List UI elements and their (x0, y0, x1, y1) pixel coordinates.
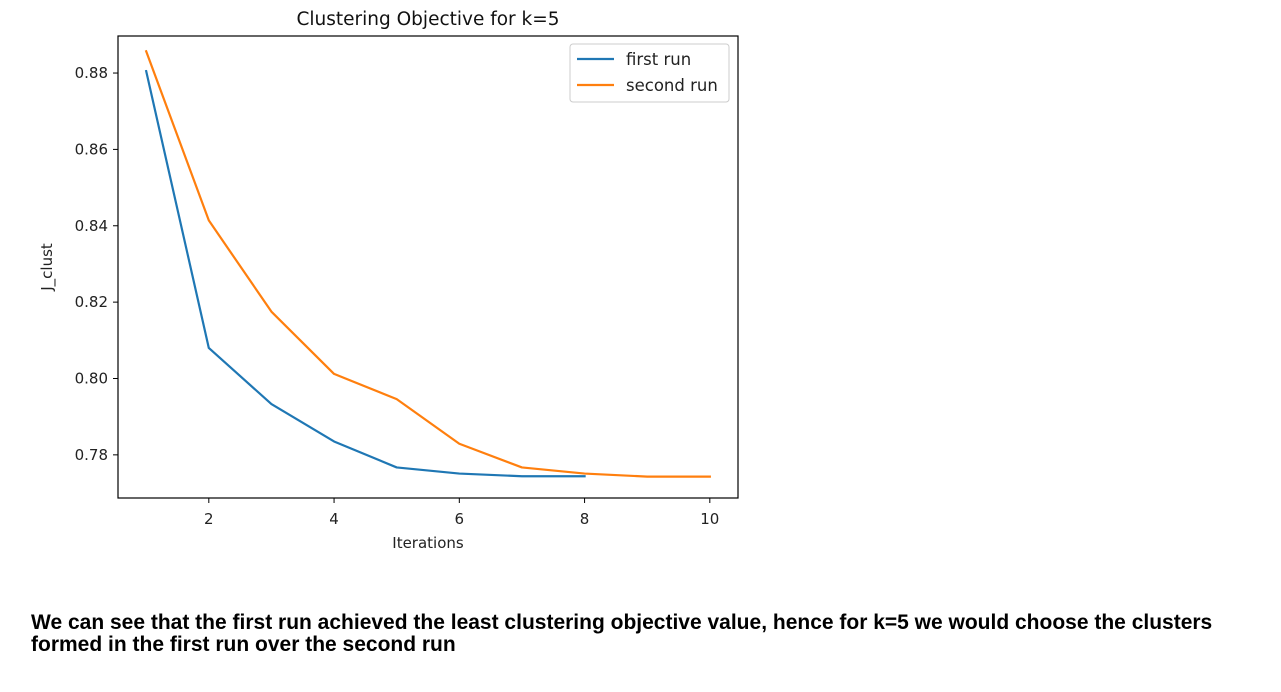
legend-label: first run (626, 50, 691, 69)
y-axis: 0.78 0.80 0.82 0.84 0.86 0.88 (75, 64, 118, 464)
y-tick-label: 0.86 (75, 140, 108, 158)
chart: Clustering Objective for k=5 2 4 6 8 10 0.78… (38, 9, 739, 552)
y-tick-label: 0.88 (75, 64, 108, 82)
y-axis-label: J_clust (38, 243, 57, 292)
legend-label: second run (626, 76, 718, 95)
x-tick-label: 4 (329, 510, 339, 528)
series-line-2 (144, 49, 711, 478)
x-tick-label: 2 (204, 510, 214, 528)
y-tick-label: 0.80 (75, 369, 108, 387)
series-line-1 (144, 69, 586, 478)
chart-title: Clustering Objective for k=5 (296, 9, 559, 30)
plot-lines (144, 49, 711, 478)
legend: first run second run (569, 43, 730, 103)
y-tick-label: 0.78 (75, 446, 108, 464)
conclusion-text: We can see that the first run achieved t… (31, 611, 1213, 656)
x-axis-label: Iterations (392, 534, 464, 552)
legend-items: first run second run (577, 50, 718, 95)
x-tick-label: 6 (455, 510, 465, 528)
y-tick-label: 0.82 (75, 293, 108, 311)
y-tick-label: 0.84 (75, 217, 108, 235)
x-tick-label: 8 (580, 510, 590, 528)
plot-frame (117, 35, 739, 499)
x-tick-label: 10 (700, 510, 719, 528)
x-axis: 2 4 6 8 10 (204, 498, 719, 528)
